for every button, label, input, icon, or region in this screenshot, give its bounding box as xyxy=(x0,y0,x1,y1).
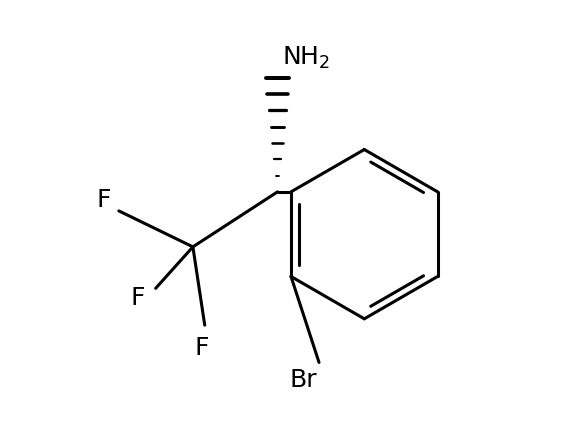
Text: F: F xyxy=(130,286,145,310)
Text: NH$_2$: NH$_2$ xyxy=(282,45,330,71)
Text: Br: Br xyxy=(289,368,317,392)
Text: F: F xyxy=(97,188,112,212)
Text: F: F xyxy=(194,337,209,360)
